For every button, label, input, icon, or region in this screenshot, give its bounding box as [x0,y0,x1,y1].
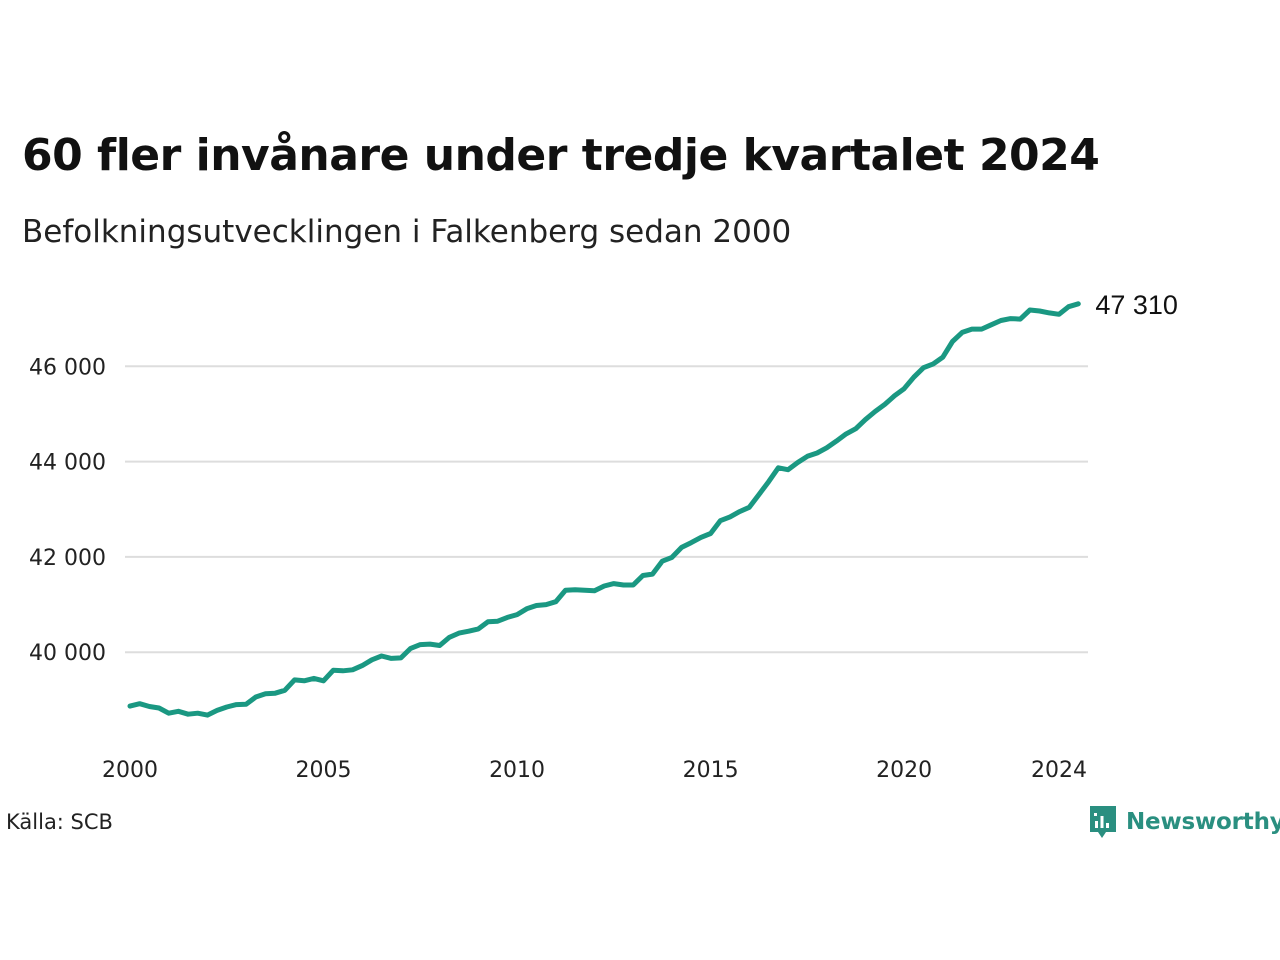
y-tick-label: 46 000 [29,355,106,380]
brand-name: Newsworthy [1126,809,1280,835]
series-line [127,301,1081,718]
end-value-label: 47 310 [1095,290,1178,320]
chart-subtitle: Befolkningsutvecklingen i Falkenberg sed… [22,214,792,250]
x-tick-label: 2000 [102,758,158,783]
x-tick-label: 2010 [489,758,545,783]
x-tick-label: 2005 [296,758,352,783]
newsworthy-logo-icon [1090,806,1116,838]
y-tick-label: 42 000 [29,546,106,571]
x-tick-label: 2024 [1031,758,1087,783]
x-tick-label: 2015 [683,758,739,783]
x-tick-label: 2020 [876,758,932,783]
chart-title: 60 fler invånare under tredje kvartalet … [22,130,1100,181]
x-axis-ticks: 2000 2005 2010 2015 2020 2024 [102,758,1087,783]
grid-lines [125,365,1088,654]
y-tick-label: 40 000 [29,641,106,666]
y-axis-ticks: 40 000 42 000 44 000 46 000 [29,355,106,666]
source-note: Källa: SCB [6,810,113,834]
newsworthy-logo[interactable]: Newsworthy [1088,804,1280,840]
y-tick-label: 44 000 [29,451,106,476]
end-label-layer: 47 310 [1095,290,1178,320]
series-layer [127,301,1081,718]
